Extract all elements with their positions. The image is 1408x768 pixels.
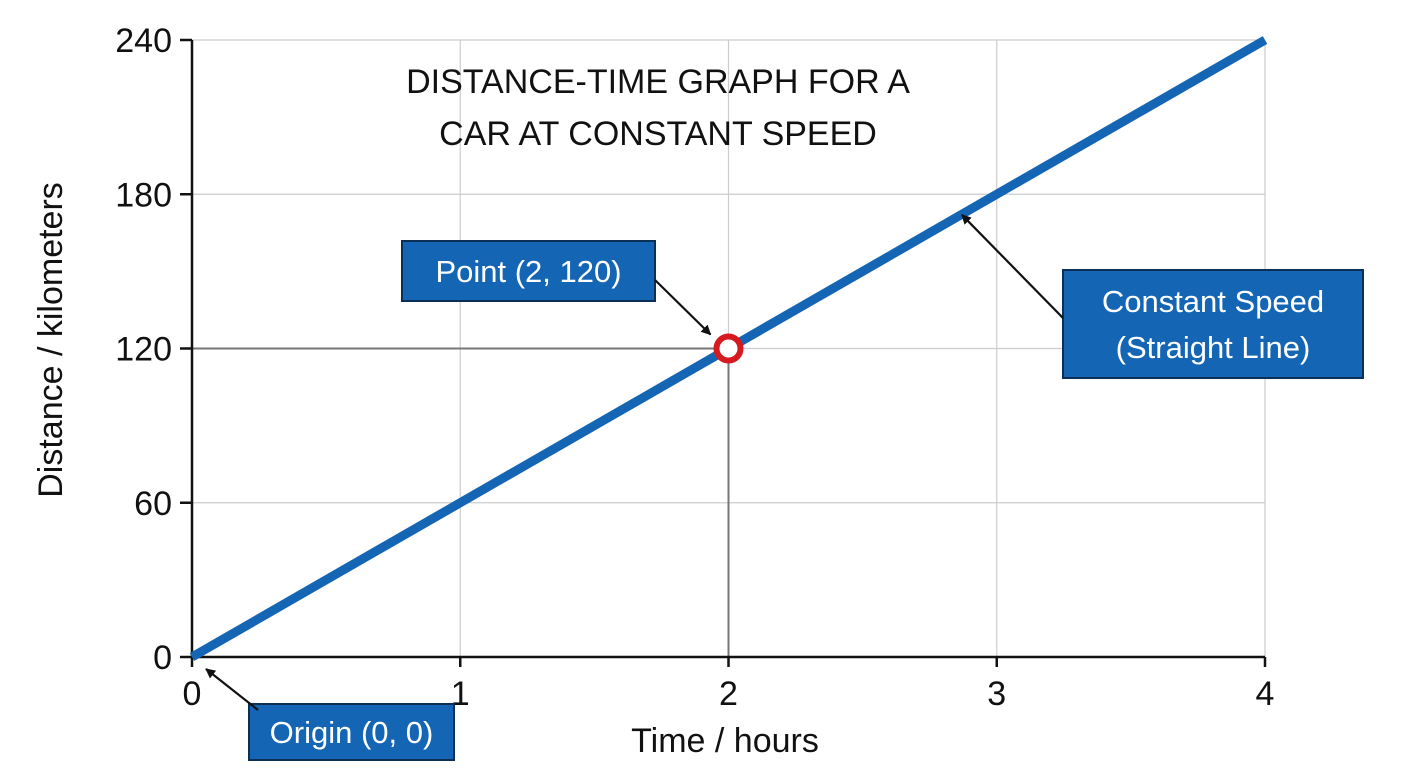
callouts: Point (2, 120) Constant Speed (Straight Li… bbox=[205, 214, 1364, 761]
callout-text: Constant Speed bbox=[1102, 284, 1324, 319]
callout: Point (2, 120) bbox=[401, 240, 712, 336]
x-tick-label: 2 bbox=[719, 675, 738, 713]
tick-labels: 0 1 2 3 4 0 60 120 180 240 Time / hours Distance / … bbox=[32, 22, 1274, 760]
x-tick-label: 4 bbox=[1256, 675, 1275, 713]
y-tick-label: 120 bbox=[115, 331, 172, 369]
callout: Origin (0, 0) bbox=[205, 668, 455, 761]
callout-box bbox=[1062, 269, 1364, 379]
callout-text: Point (2, 120) bbox=[435, 254, 621, 289]
callout-text: Origin (0, 0) bbox=[270, 715, 434, 750]
chart-title-line: CAR AT CONSTANT SPEED bbox=[439, 115, 877, 153]
y-tick-label: 240 bbox=[115, 22, 172, 60]
chart-title-line: DISTANCE-TIME GRAPH FOR A bbox=[406, 63, 910, 101]
callout-arrow bbox=[654, 279, 712, 336]
y-tick-label: 60 bbox=[134, 485, 172, 523]
x-axis-title: Time / hours bbox=[631, 722, 819, 760]
x-tick-label: 1 bbox=[451, 675, 470, 713]
axes bbox=[180, 38, 1267, 667]
callout-arrow bbox=[205, 668, 259, 711]
callout: Constant Speed (Straight Line) bbox=[961, 214, 1364, 379]
callout-box bbox=[401, 240, 656, 302]
y-axis-title: Distance / kilometers bbox=[32, 182, 70, 498]
callout-arrow bbox=[961, 214, 1064, 319]
x-tick-label: 0 bbox=[183, 675, 202, 713]
callout-box bbox=[248, 703, 455, 761]
y-tick-label: 0 bbox=[153, 639, 172, 677]
highlight-point-group bbox=[713, 333, 744, 364]
highlight-point bbox=[713, 333, 744, 364]
reference-lines bbox=[192, 347, 730, 657]
y-tick-label: 180 bbox=[115, 176, 172, 214]
x-tick-label: 3 bbox=[987, 675, 1006, 713]
callout-text: (Straight Line) bbox=[1116, 330, 1311, 365]
chart-title: DISTANCE-TIME GRAPH FOR A CAR AT CONSTANT… bbox=[406, 63, 910, 153]
